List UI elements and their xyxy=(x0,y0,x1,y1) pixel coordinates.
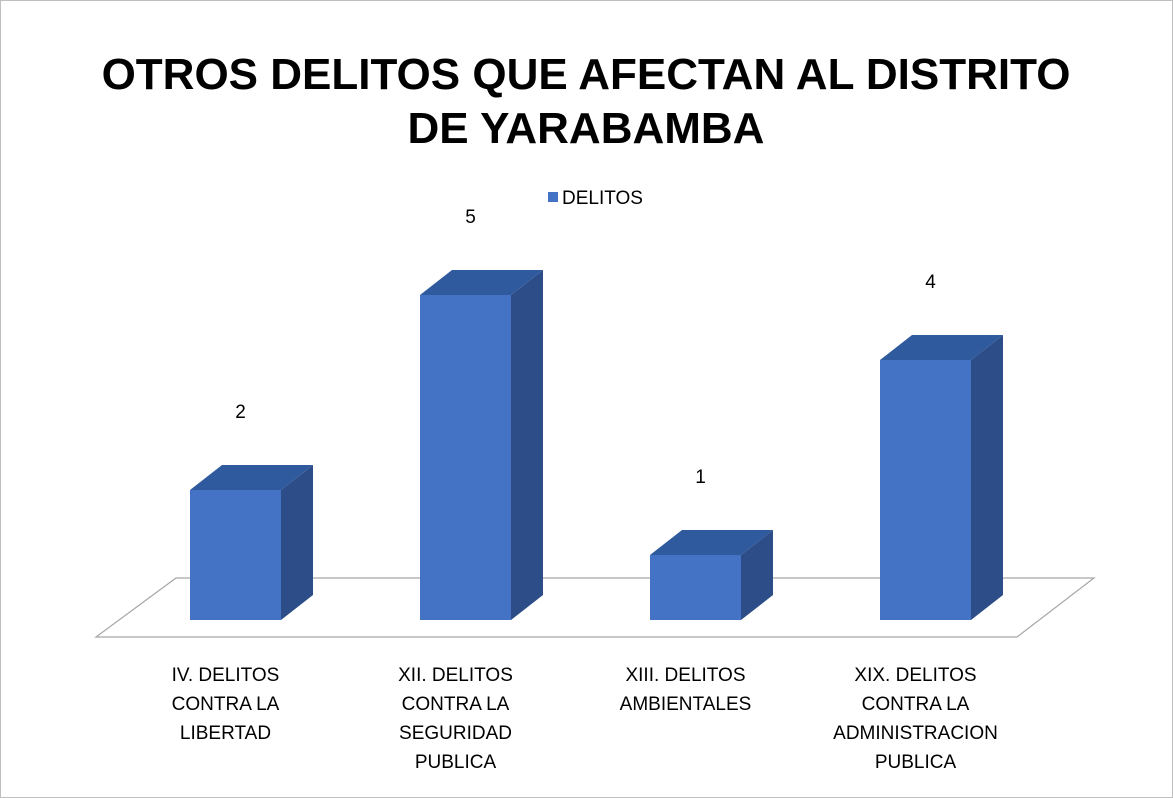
bar-side xyxy=(281,465,313,620)
bar-side xyxy=(511,270,543,620)
bar-top xyxy=(190,465,313,490)
bar-side xyxy=(741,530,773,620)
x-tick-label: XIX. DELITOS CONTRA LA ADMINISTRACION PU… xyxy=(833,665,998,773)
legend-swatch xyxy=(548,192,558,202)
bar xyxy=(880,360,971,620)
bar-top xyxy=(420,270,543,295)
data-label: 5 xyxy=(465,207,476,228)
data-label: 1 xyxy=(695,467,706,488)
bar xyxy=(420,295,511,620)
legend-label: DELITOS xyxy=(562,188,643,209)
bar xyxy=(650,555,741,620)
data-label: 2 xyxy=(235,402,246,423)
floor xyxy=(94,577,1096,638)
bar-top xyxy=(880,335,1003,360)
bar xyxy=(190,490,281,620)
bar-top xyxy=(650,530,773,555)
data-label: 4 xyxy=(925,272,936,293)
bar-side xyxy=(971,335,1003,620)
x-tick-label: XIII. DELITOS AMBIENTALES xyxy=(619,665,752,715)
x-tick-label: IV. DELITOS CONTRA LA LIBERTAD xyxy=(171,665,280,744)
x-tick-label: XII. DELITOS CONTRA LA SEGURIDAD PUBLICA xyxy=(398,665,513,773)
chart-title: OTROS DELITOS QUE AFECTAN AL DISTRITO DE… xyxy=(101,50,1071,153)
